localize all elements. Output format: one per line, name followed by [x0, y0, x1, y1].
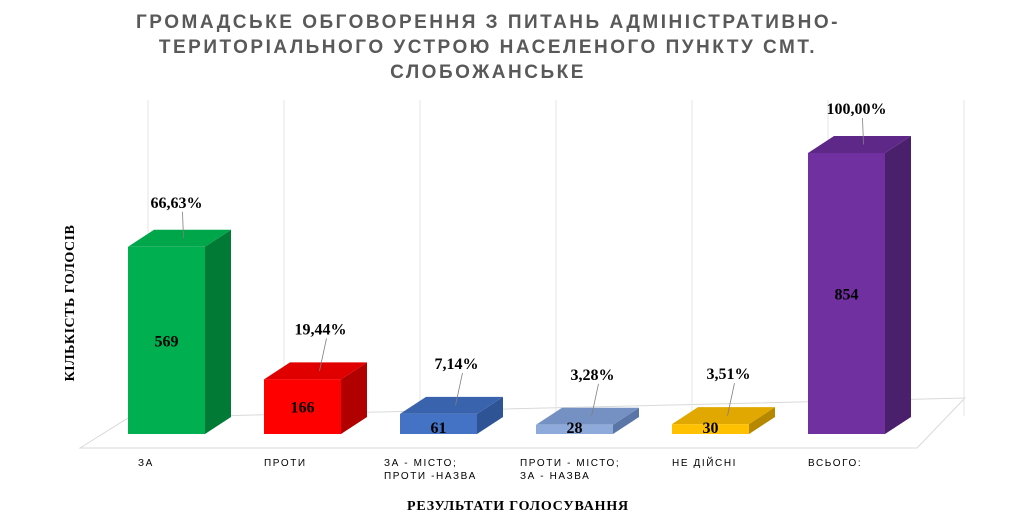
percent-leader-line: [727, 383, 735, 416]
x-tick-label-line: ЗА: [138, 458, 154, 469]
bar-top: [808, 136, 911, 153]
x-tick-label-line: ПРОТИ - МІСТО;: [520, 458, 620, 469]
percent-leader-line: [182, 211, 184, 239]
percent-label: 7,14%: [435, 356, 479, 373]
chart-title-line-2: ТЕРИТОРІАЛЬНОГО УСТРОЮ НАСЕЛЕНОГО ПУНКТУ…: [159, 37, 817, 58]
bar-side: [205, 229, 231, 434]
x-tick-label-line: ЗА - НАЗВА: [520, 471, 590, 482]
x-tick-label-line: ЗА - МІСТО;: [384, 458, 457, 469]
x-axis-label: РЕЗУЛЬТАТИ ГОЛОСУВАННЯ: [407, 499, 629, 514]
chart-title: ГРОМАДСЬКЕ ОБГОВОРЕННЯ З ПИТАНЬ АДМІНІСТ…: [136, 12, 840, 83]
bar-front: [264, 379, 341, 434]
bar-value-label: 28: [567, 420, 583, 437]
x-tick-label: ЗА: [138, 458, 154, 469]
bar-front: [536, 424, 613, 434]
bar: 28: [536, 407, 639, 437]
percent-label: 19,44%: [295, 321, 347, 338]
bar-value-label: 61: [431, 420, 447, 437]
percent-label: 3,51%: [707, 366, 751, 383]
bar-value-label: 569: [155, 333, 179, 350]
bar: 854: [808, 136, 911, 434]
chart-title-line-1: ГРОМАДСЬКЕ ОБГОВОРЕННЯ З ПИТАНЬ АДМІНІСТ…: [136, 12, 840, 33]
percent-leader-line: [455, 372, 463, 406]
x-tick-labels: ЗА ПРОТИ ЗА - МІСТО; ПРОТИ -НАЗВА ПРОТИ - МІ…: [138, 456, 862, 482]
x-tick-label-line: НЕ ДІЙСНІ: [672, 456, 737, 469]
bar-top: [536, 407, 639, 425]
chart-bars: 569 166 61 28 30 854: [128, 136, 911, 437]
x-tick-label: ВСЬОГО:: [808, 458, 862, 469]
percent-label: 100,00%: [827, 101, 887, 118]
bar-front: [400, 413, 477, 434]
percent-label: 66,63%: [151, 195, 203, 212]
bar-side: [885, 136, 911, 434]
x-tick-label: ЗА - МІСТО; ПРОТИ -НАЗВА: [384, 458, 477, 482]
bar-value-label: 166: [291, 400, 315, 417]
percent-leader-line: [862, 117, 864, 145]
bar-side: [749, 407, 775, 434]
bar-side: [613, 407, 639, 434]
x-tick-label: ПРОТИ: [264, 458, 307, 469]
bar: 61: [400, 396, 503, 437]
percent-labels: 66,63% 19,44% 7,14% 3,28% 3,51% 100,00%: [151, 101, 887, 417]
percent-leader-line: [591, 383, 599, 417]
bar-value-label: 854: [835, 287, 859, 304]
bar-side: [341, 362, 367, 434]
bar-front: [808, 153, 885, 434]
x-tick-label-line: ВСЬОГО:: [808, 458, 862, 469]
y-axis-label: КІЛЬКІСТЬ ГОЛОСІВ: [63, 225, 78, 382]
bar-top: [672, 407, 775, 425]
bar-top: [264, 362, 367, 380]
bar-front: [672, 424, 749, 434]
x-tick-label: НЕ ДІЙСНІ: [672, 456, 737, 469]
chart-title-line-3: СЛОБОЖАНСЬКЕ: [390, 62, 586, 83]
x-tick-label-line: ПРОТИ -НАЗВА: [384, 471, 477, 482]
x-tick-label: ПРОТИ - МІСТО; ЗА - НАЗВА: [520, 458, 620, 482]
bar: 30: [672, 407, 775, 437]
bar: 166: [264, 362, 367, 434]
bar-value-label: 30: [703, 420, 719, 437]
percent-label: 3,28%: [571, 367, 615, 384]
x-tick-label-line: ПРОТИ: [264, 458, 307, 469]
floor-plane: [78, 397, 967, 449]
chart-floor: [78, 397, 967, 449]
bar-front: [128, 246, 205, 434]
bar-side: [477, 396, 503, 434]
bar-top: [128, 229, 231, 247]
bar-top: [400, 396, 503, 414]
percent-leader-line: [319, 338, 327, 371]
bar: 569: [128, 229, 231, 434]
